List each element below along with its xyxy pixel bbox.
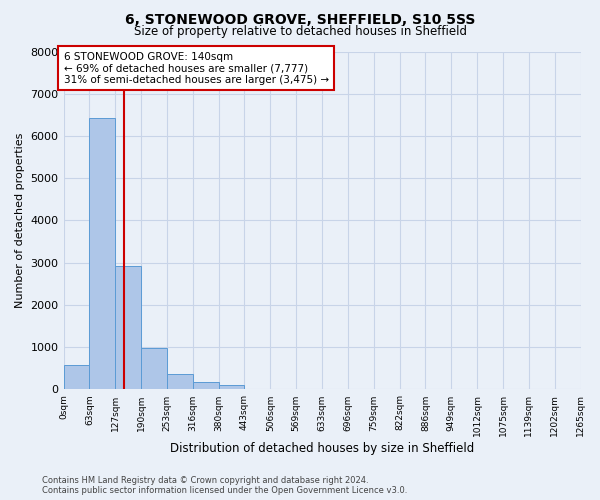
Bar xyxy=(167,374,193,390)
Bar xyxy=(218,385,244,390)
Y-axis label: Number of detached properties: Number of detached properties xyxy=(15,133,25,308)
Bar xyxy=(193,382,218,390)
Bar xyxy=(115,266,141,390)
Text: Size of property relative to detached houses in Sheffield: Size of property relative to detached ho… xyxy=(133,25,467,38)
Bar xyxy=(89,118,115,390)
Bar xyxy=(64,366,89,390)
X-axis label: Distribution of detached houses by size in Sheffield: Distribution of detached houses by size … xyxy=(170,442,474,455)
Text: 6 STONEWOOD GROVE: 140sqm
← 69% of detached houses are smaller (7,777)
31% of se: 6 STONEWOOD GROVE: 140sqm ← 69% of detac… xyxy=(64,52,329,84)
Text: Contains HM Land Registry data © Crown copyright and database right 2024.: Contains HM Land Registry data © Crown c… xyxy=(42,476,368,485)
Bar xyxy=(141,348,167,390)
Text: 6, STONEWOOD GROVE, SHEFFIELD, S10 5SS: 6, STONEWOOD GROVE, SHEFFIELD, S10 5SS xyxy=(125,12,475,26)
Text: Contains public sector information licensed under the Open Government Licence v3: Contains public sector information licen… xyxy=(42,486,407,495)
